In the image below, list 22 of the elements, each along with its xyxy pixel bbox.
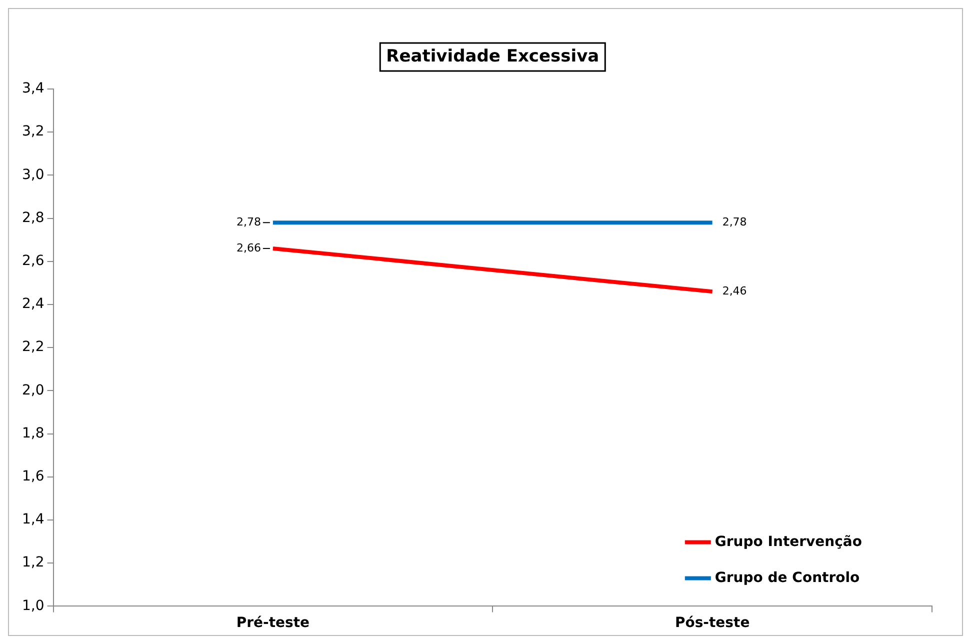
legend-label: Grupo de Controlo <box>714 570 860 586</box>
x-tick-label: Pré-teste <box>236 615 310 632</box>
data-label: 2,66 <box>236 241 261 254</box>
y-tick-label: 1,2 <box>22 554 44 571</box>
y-tick-label: 2,0 <box>22 382 44 398</box>
data-label: 2,78 <box>236 215 261 228</box>
y-tick-label: 2,8 <box>22 210 44 226</box>
legend-label: Grupo Intervenção <box>714 534 862 550</box>
x-tick-label: Pós-teste <box>674 615 750 632</box>
y-tick-label: 2,4 <box>22 296 44 312</box>
y-tick-label: 1,0 <box>22 598 44 614</box>
data-label: 2,46 <box>722 284 747 298</box>
y-tick-label: 1,6 <box>22 468 44 485</box>
y-tick-label: 3,2 <box>22 124 44 140</box>
y-tick-label: 1,4 <box>22 512 44 528</box>
y-tick-label: 3,0 <box>22 166 44 183</box>
y-tick-label: 2,2 <box>22 339 44 356</box>
data-label: 2,78 <box>722 215 747 228</box>
y-tick-label: 3,4 <box>22 80 44 97</box>
y-tick-label: 2,6 <box>22 253 44 270</box>
y-tick-label: 1,8 <box>22 425 44 442</box>
chart-title: Reatividade Excessiva <box>386 46 600 66</box>
